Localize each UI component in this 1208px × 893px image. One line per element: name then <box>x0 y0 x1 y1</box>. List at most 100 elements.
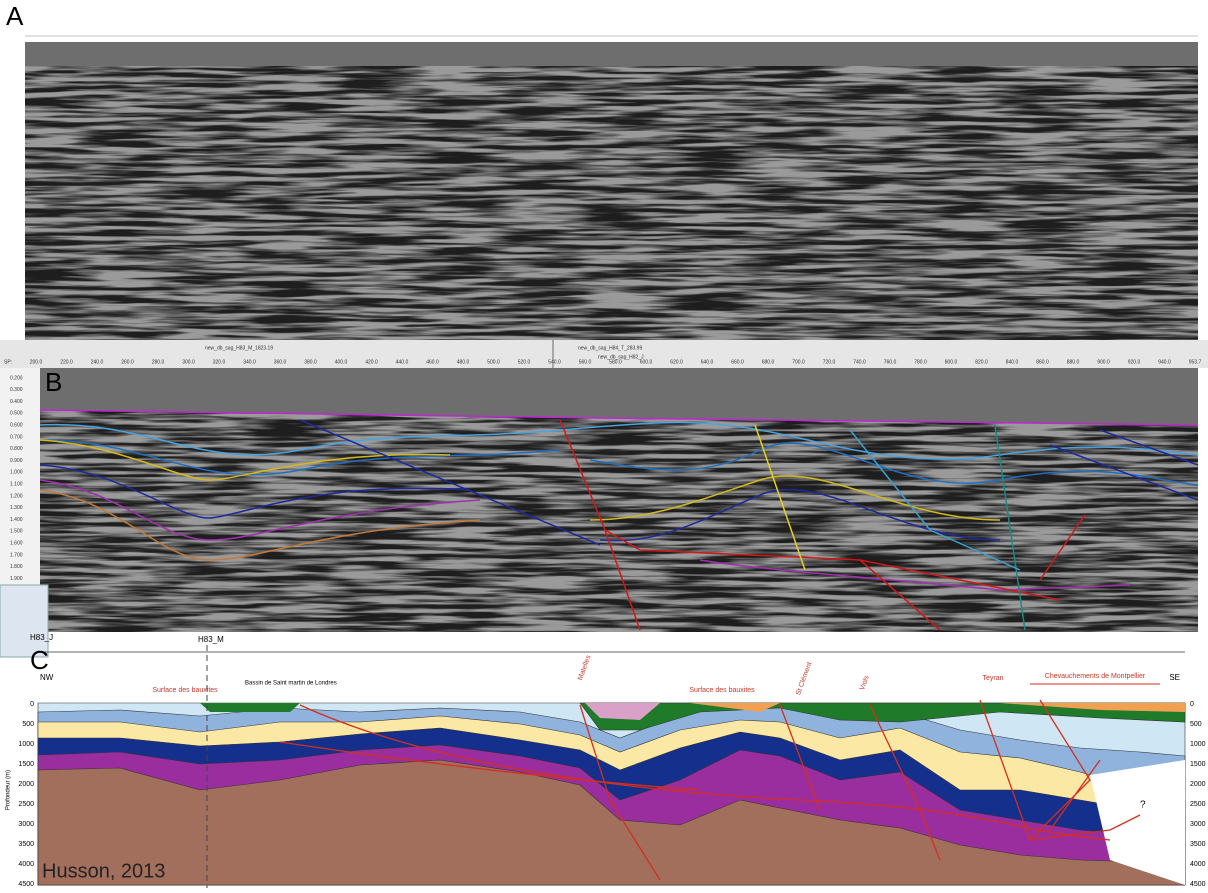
horizon-label: new_db_sag_H82_J <box>598 354 644 360</box>
depth-tick-label: 1000 <box>1190 741 1206 748</box>
rock-layer <box>200 703 300 712</box>
time-tick-label: 0.900 <box>10 458 23 464</box>
depth-tick-label: 1500 <box>18 761 34 768</box>
sp-tick-label: 240.0 <box>91 359 104 365</box>
sp-tick-label: 800.0 <box>945 359 958 365</box>
sp-tick-label: 820.0 <box>975 359 988 365</box>
time-tick-label: 1.400 <box>10 517 23 523</box>
panel-label: C <box>30 645 49 675</box>
sp-tick-label: 600.0 <box>640 359 653 365</box>
depth-tick-label: 500 <box>1190 721 1202 728</box>
sp-tick-label: 520.0 <box>518 359 531 365</box>
rock-layer <box>579 702 1186 731</box>
credit: Husson, 2013 <box>42 860 165 882</box>
time-tick-label: 1.600 <box>10 541 23 547</box>
annotation: St Clément <box>795 661 813 696</box>
annotation: Teyran <box>982 675 1003 682</box>
rock-layer <box>585 703 660 720</box>
sp-tick-label: 953.7 <box>1189 359 1202 365</box>
sp-tick-label: 740.0 <box>853 359 866 365</box>
time-tick-label: 1.800 <box>10 564 23 570</box>
depth-tick-label: 4000 <box>18 861 34 868</box>
time-tick-label: 0.300 <box>10 387 23 393</box>
depth-tick-label: 3000 <box>18 821 34 828</box>
time-tick-label: 0.400 <box>10 399 23 405</box>
annotation: Surface des bauxites <box>689 687 755 694</box>
time-tick-label: 1.900 <box>10 576 23 582</box>
direction: NW <box>40 673 54 682</box>
sp-tick-label: 280.0 <box>152 359 165 365</box>
sp-tick-label: 460.0 <box>426 359 439 365</box>
water-a <box>25 42 1198 66</box>
sp-tick-label: 920.0 <box>1128 359 1141 365</box>
sp-tick-label: 620.0 <box>670 359 683 365</box>
time-tick-label: 1.300 <box>10 505 23 511</box>
sp-tick-label: 220.0 <box>60 359 73 365</box>
sp-tick-label: 680.0 <box>762 359 775 365</box>
sp-tick-label: 660.0 <box>731 359 744 365</box>
sp-tick-label: 860.0 <box>1036 359 1049 365</box>
depth-tick-label: 2500 <box>18 801 34 808</box>
depth-tick-label: 0 <box>30 701 34 708</box>
sp-prefix: SP: <box>4 359 12 365</box>
depth-tick-label: 4000 <box>1190 861 1206 868</box>
sp-tick-label: 560.0 <box>579 359 592 365</box>
unknown-zone <box>1090 760 1185 885</box>
depth-tick-label: 2000 <box>1190 781 1206 788</box>
annotation: Viols <box>859 674 871 691</box>
sp-tick-label: 840.0 <box>1006 359 1019 365</box>
sp-tick-label: 320.0 <box>213 359 226 365</box>
rock-layer <box>1000 703 1185 712</box>
annotation: Surface des bauxites <box>152 687 218 694</box>
time-tick-label: 1.100 <box>10 482 23 488</box>
time-tick-label: 0.700 <box>10 434 23 440</box>
sp-tick-label: 300.0 <box>182 359 195 365</box>
depth-tick-label: 4500 <box>1190 881 1206 888</box>
horizon-label: new_db_sag_H84_T_283.99 <box>578 345 642 351</box>
depth-tick-label: 4500 <box>18 881 34 888</box>
time-tick-label: 0.600 <box>10 423 23 429</box>
sp-tick-label: 700.0 <box>792 359 805 365</box>
panel-label: A <box>6 1 24 31</box>
sp-tick-label: 400.0 <box>335 359 348 365</box>
depth-tick-label: 2000 <box>18 781 34 788</box>
depth-tick-label: 1500 <box>1190 761 1206 768</box>
header-b <box>0 340 1208 368</box>
sp-tick-label: 260.0 <box>121 359 134 365</box>
time-tick-label: 1.700 <box>10 552 23 558</box>
horizons <box>39 409 1199 631</box>
depth-tick-label: 3000 <box>1190 821 1206 828</box>
depth-tick-label: 2500 <box>1190 801 1206 808</box>
sp-tick-label: 900.0 <box>1097 359 1110 365</box>
sp-tick-label: 640.0 <box>701 359 714 365</box>
sp-tick-label: 940.0 <box>1158 359 1171 365</box>
rock-layer <box>690 703 780 712</box>
sp-tick-label: 720.0 <box>823 359 836 365</box>
sp-tick-label: 880.0 <box>1067 359 1080 365</box>
horizon-label: new_db_sag_H83_M_1823.19 <box>205 345 273 351</box>
sp-tick-label: 340.0 <box>243 359 256 365</box>
time-tick-label: 0.800 <box>10 446 23 452</box>
annotation: Chevauchements de Montpellier <box>1045 673 1146 680</box>
sp-tick-label: 480.0 <box>457 359 470 365</box>
water-b <box>40 368 1198 425</box>
sp-tick-label: 540.0 <box>548 359 561 365</box>
sp-tick-label: 760.0 <box>884 359 897 365</box>
depth-axis-title: Profondeur (m) <box>6 770 12 810</box>
unknown: ? <box>1140 800 1146 811</box>
sp-tick-label: 440.0 <box>396 359 409 365</box>
depth-tick-label: 3500 <box>18 841 34 848</box>
time-tick-label: 1.500 <box>10 529 23 535</box>
direction: SE <box>1169 673 1180 682</box>
time-tick-label: 0.200 <box>10 375 23 381</box>
faults <box>279 699 1141 881</box>
sp-tick-label: 580.0 <box>609 359 622 365</box>
time-tick-label: 0.500 <box>10 411 23 417</box>
tool-window <box>0 584 49 658</box>
sp-tick-label: 420.0 <box>365 359 378 365</box>
panel-label: B <box>45 367 62 397</box>
depth-tick-label: 3500 <box>1190 841 1206 848</box>
depth-tick-label: 500 <box>22 721 34 728</box>
time-tick-label: 1.000 <box>10 470 23 476</box>
